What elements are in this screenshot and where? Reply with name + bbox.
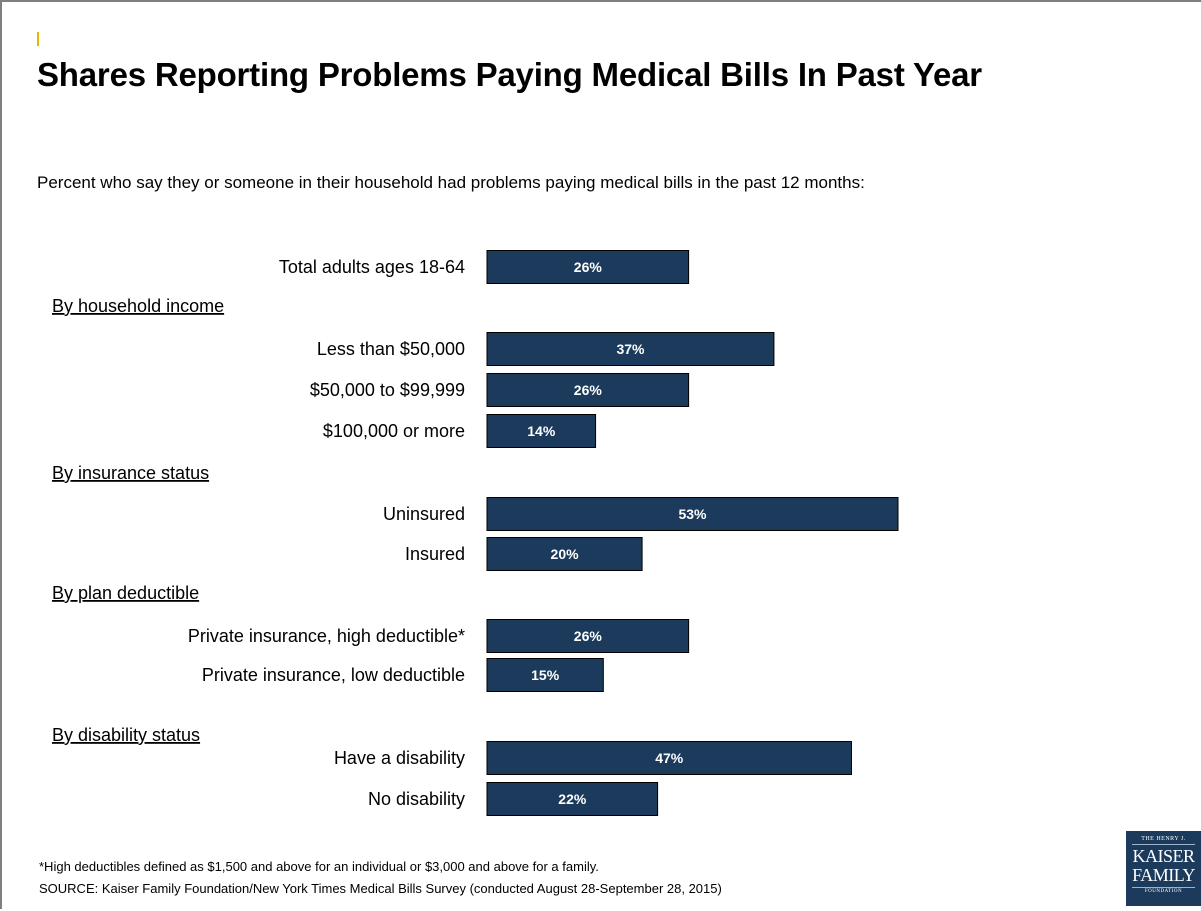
bar: [486, 373, 690, 407]
category-label: Private insurance, high deductible*: [188, 626, 465, 646]
data-label: 26%: [574, 628, 603, 644]
bar: [486, 497, 899, 531]
bar: [486, 332, 775, 366]
bar: [486, 414, 597, 448]
logo-bottom-text: FOUNDATION: [1132, 887, 1195, 896]
category-label: Less than $50,000: [317, 339, 465, 359]
data-label: 26%: [574, 259, 603, 275]
group-heading-by-household-income: By household income: [52, 296, 224, 316]
bar: [486, 537, 643, 571]
category-label: $100,000 or more: [323, 421, 465, 441]
data-label: 26%: [574, 382, 603, 398]
logo-line-2: FAMILY: [1132, 865, 1195, 885]
group-heading-by-plan-deductible: By plan deductible: [52, 583, 199, 603]
data-label: 37%: [616, 341, 645, 357]
data-label: 22%: [558, 791, 587, 807]
data-label: 20%: [551, 546, 580, 562]
bar: [486, 250, 690, 284]
data-label: 14%: [527, 423, 556, 439]
logo-line-1: KAISER: [1132, 846, 1195, 866]
category-label: Uninsured: [383, 504, 465, 524]
chart-subtitle: Percent who say they or someone in their…: [37, 173, 865, 192]
footnote: *High deductibles defined as $1,500 and …: [39, 859, 599, 874]
category-label: Have a disability: [334, 748, 465, 768]
category-label: Total adults ages 18-64: [279, 257, 465, 277]
data-label: 15%: [531, 667, 560, 683]
accent-mark: [37, 32, 39, 46]
bar: [486, 619, 690, 653]
page-title: Shares Reporting Problems Paying Medical…: [37, 56, 982, 93]
source-note: SOURCE: Kaiser Family Foundation/New Yor…: [39, 881, 722, 896]
data-label: 53%: [678, 506, 707, 522]
category-label: No disability: [368, 789, 465, 809]
bar: [486, 741, 852, 775]
data-label: 47%: [655, 750, 684, 766]
category-label: Insured: [405, 544, 465, 564]
kaiser-family-foundation-logo: THE HENRY J. KAISER FAMILY FOUNDATION: [1126, 831, 1201, 906]
group-heading-by-insurance-status: By insurance status: [52, 463, 209, 483]
category-label: $50,000 to $99,999: [310, 380, 465, 400]
logo-top-text: THE HENRY J.: [1132, 835, 1195, 845]
bar: [486, 782, 659, 816]
category-label: Private insurance, low deductible: [202, 665, 465, 685]
bar: [486, 658, 604, 692]
group-heading-by-disability-status: By disability status: [52, 725, 200, 745]
